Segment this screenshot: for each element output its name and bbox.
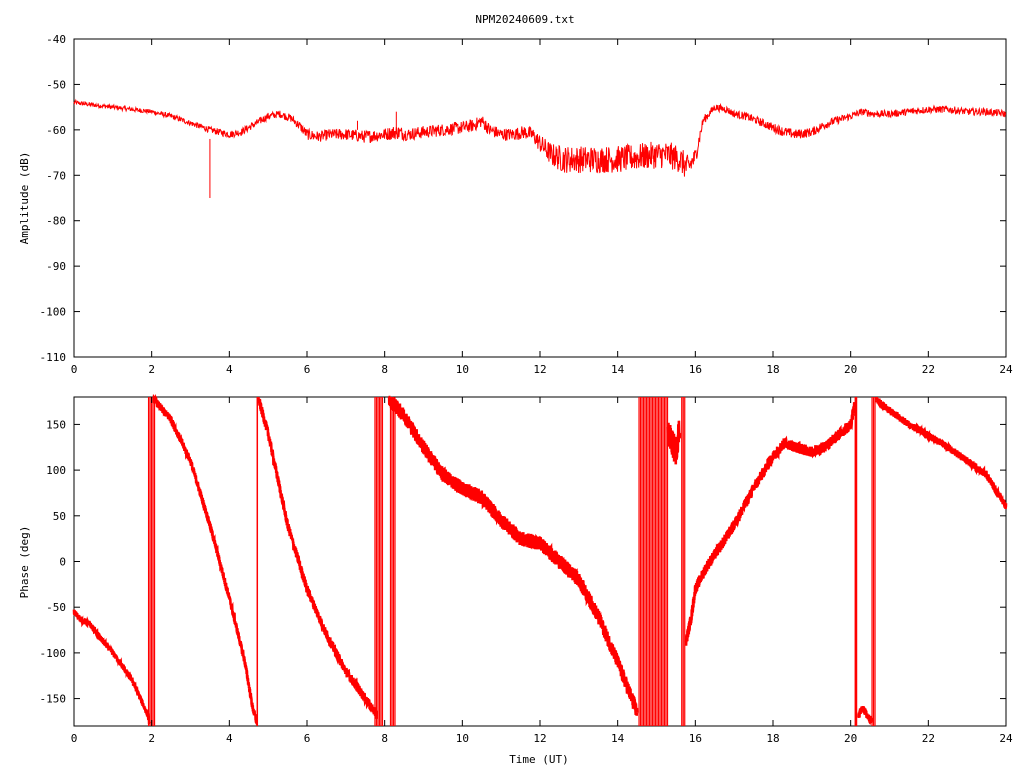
y-tick-label: -150	[40, 693, 67, 706]
y-tick-label: 150	[46, 418, 66, 431]
y-tick-label: 50	[53, 510, 66, 523]
phase-trace	[72, 393, 1008, 726]
x-tick-label: 8	[381, 363, 388, 376]
y-tick-label: -100	[40, 647, 67, 660]
y-tick-label: 0	[59, 556, 66, 569]
y-tick-label: -110	[40, 351, 67, 364]
x-tick-label: 6	[304, 363, 311, 376]
x-tick-label: 16	[689, 732, 702, 745]
x-tick-label: 24	[999, 363, 1013, 376]
x-tick-label: 22	[922, 363, 935, 376]
x-tick-label: 2	[148, 363, 155, 376]
y-tick-label: -40	[46, 33, 66, 46]
x-tick-label: 10	[456, 363, 469, 376]
x-tick-label: 22	[922, 732, 935, 745]
x-tick-label: 14	[611, 363, 625, 376]
phase-series-line	[666, 420, 682, 465]
x-tick-label: 0	[71, 363, 78, 376]
y-tick-label: 100	[46, 464, 66, 477]
amplitude-panel: 0 2 4 6 8 10 12 14 16 18 20 22 24-40-50-60-70-80-90-…	[18, 33, 1013, 376]
y-tick-label: -60	[46, 124, 66, 137]
x-tick-label: 4	[226, 363, 233, 376]
y-tick-label: -80	[46, 215, 66, 228]
phase-plot-frame	[73, 396, 1007, 727]
x-tick-label: 8	[381, 732, 388, 745]
amplitude-plot-frame	[73, 38, 1007, 358]
phase-series-line	[72, 609, 152, 725]
amplitude-series-line	[73, 98, 1007, 177]
x-tick-label: 6	[304, 732, 311, 745]
phase-y-axis-label: Phase (deg)	[18, 526, 31, 599]
x-tick-label: 20	[844, 732, 857, 745]
amplitude-y-axis-label: Amplitude (dB)	[18, 152, 31, 245]
phase-series-line	[152, 393, 258, 726]
amplitude-axes: 0 2 4 6 8 10 12 14 16 18 20 22 24-40-50-60-70-80-90-…	[40, 33, 1013, 376]
y-tick-label: -70	[46, 169, 66, 182]
x-tick-label: 0	[71, 732, 78, 745]
phase-series-line	[684, 402, 856, 646]
x-tick-label: 14	[611, 732, 625, 745]
amplitude-trace	[73, 98, 1007, 198]
x-tick-label: 18	[766, 363, 779, 376]
y-tick-label: -50	[46, 601, 66, 614]
x-tick-label: 12	[533, 363, 546, 376]
phase-series-line	[874, 396, 1008, 510]
x-tick-label: 10	[456, 732, 469, 745]
phase-x-axis-label: Time (UT)	[509, 753, 569, 766]
x-tick-label: 4	[226, 732, 233, 745]
phase-series-line	[257, 396, 379, 719]
x-tick-label: 20	[844, 363, 857, 376]
x-tick-label: 24	[999, 732, 1013, 745]
x-tick-label: 12	[533, 732, 546, 745]
phase-series-line	[857, 706, 874, 726]
x-tick-label: 18	[766, 732, 779, 745]
y-tick-label: -100	[40, 306, 67, 319]
phase-series-line	[387, 395, 639, 716]
y-tick-label: -50	[46, 78, 66, 91]
chart-title: NPM20240609.txt	[475, 13, 574, 26]
x-tick-label: 2	[148, 732, 155, 745]
phase-panel: 0 2 4 6 8 10 12 14 16 18 20 22 24150100500-50-100-15…	[18, 393, 1013, 766]
x-tick-label: 16	[689, 363, 702, 376]
phase-axes: 0 2 4 6 8 10 12 14 16 18 20 22 24150100500-50-100-15…	[40, 397, 1013, 745]
y-tick-label: -90	[46, 260, 66, 273]
